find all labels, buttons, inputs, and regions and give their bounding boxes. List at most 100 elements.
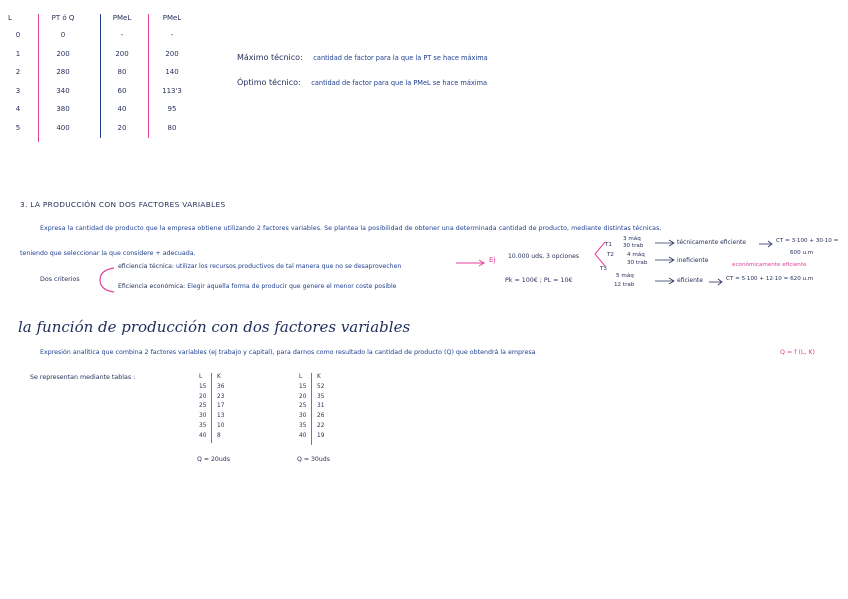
cell-k: 22 <box>317 422 325 429</box>
table-q30: L 15 20 25 30 35 40 K 52 35 31 26 22 19 <box>297 373 337 463</box>
cell-k: 36 <box>217 383 225 390</box>
table-col-k: K 36 23 17 13 10 8 <box>217 373 224 442</box>
arrow-icon <box>759 240 773 248</box>
cell-l: 5 <box>15 123 21 132</box>
cell-pt: 400 <box>56 123 70 132</box>
section-heading: 3. LA PRODUCCIÓN CON DOS FACTORES VARIAB… <box>20 200 226 209</box>
col-header-pt: PT ó Q <box>51 14 75 22</box>
col-header-l: L <box>299 374 303 380</box>
expr-text: Expresión analítica que combina 2 factor… <box>40 349 536 356</box>
maximo-tecnico: Máximo técnico: cantidad de factor para … <box>237 53 488 62</box>
cell-pmel2: 200 <box>165 49 179 58</box>
col-header-pmel2: PMeL <box>162 14 182 22</box>
cell-l: 30 <box>199 413 207 420</box>
tecnica-text: utilizar los recursos productivos de tal… <box>175 263 402 270</box>
cell-pmel: 80 <box>117 68 127 77</box>
table-divider <box>100 14 102 138</box>
cell-k: 19 <box>317 432 325 439</box>
t3: T3 <box>600 266 607 272</box>
formula: Q = f (L, K) <box>780 349 816 356</box>
cell-pmel2: - <box>170 31 174 39</box>
table-q30-label: Q = 30uds <box>297 456 330 463</box>
cell-pt: 340 <box>56 86 70 95</box>
cell-k: 23 <box>217 393 225 400</box>
cell-l: 3 <box>15 86 21 95</box>
cell-pt: 200 <box>56 49 70 58</box>
cell-k: 35 <box>317 393 325 400</box>
t1-bottom: 30 trab <box>623 243 644 249</box>
col-header-l: L <box>199 374 203 380</box>
cell-l: 15 <box>299 383 307 390</box>
table-divider <box>211 373 213 443</box>
res2b: económicamente eficiente <box>732 262 807 268</box>
cell-k: 13 <box>217 413 225 420</box>
cell-l: 30 <box>299 413 307 420</box>
cell-pmel2: 95 <box>167 105 177 114</box>
optimo-tecnico: Óptimo técnico: cantidad de factor para … <box>237 78 487 87</box>
table-q20: L 15 20 25 30 35 40 K 36 23 17 13 10 8 <box>197 373 237 463</box>
tables-label: Se representan mediante tablas : <box>30 374 136 381</box>
funcion-title: la función de producción con dos factore… <box>18 318 411 336</box>
arrows-icon <box>655 239 675 285</box>
cell-l: 2 <box>15 68 21 77</box>
table-divider <box>311 373 313 445</box>
cell-l: 4 <box>15 105 21 114</box>
cell-k: 52 <box>317 383 325 390</box>
cell-k: 26 <box>317 413 325 420</box>
tecnica-label: eficiencia técnica: <box>118 263 174 270</box>
maximo-label: Máximo técnico: <box>237 53 303 62</box>
cell-pt: 380 <box>56 105 70 114</box>
maximo-text: cantidad de factor para la que la PT se … <box>313 54 488 62</box>
col-header-k: K <box>217 374 221 380</box>
col-header-pmel: PMeL <box>112 14 132 22</box>
cell-l: 35 <box>299 422 307 429</box>
cell-l: 0 <box>15 31 21 39</box>
table-col-l: L 15 20 25 30 35 40 <box>199 373 206 442</box>
t2: T2 <box>607 252 614 258</box>
t2-bottom: 30 trab <box>627 260 648 266</box>
cell-pmel: - <box>120 31 124 39</box>
eficiencia-economica: Eficiencia económica: Elegir aquella for… <box>118 283 397 290</box>
cell-pmel2: 80 <box>167 123 177 132</box>
res3: eficiente <box>677 277 703 284</box>
example-ej: Ej <box>489 256 496 264</box>
cell-l: 15 <box>199 383 207 390</box>
cell-l: 40 <box>299 432 307 439</box>
table-col-pt: PT ó Q 0 200 280 340 380 400 <box>46 14 80 138</box>
col-header-l: L <box>8 14 12 22</box>
optimo-label: Óptimo técnico: <box>237 78 301 87</box>
cost1: CT = 3·100 + 30·10 = <box>776 238 839 244</box>
table-col-pmel: PMeL - 200 80 60 40 20 <box>108 14 136 138</box>
brace-icon <box>99 267 115 293</box>
cell-pmel: 40 <box>117 105 127 114</box>
cost3: CT = 5·100 + 12·10 = 620 u.m <box>726 276 814 282</box>
t2-top: 4 máq <box>627 252 645 258</box>
cell-k: 8 <box>217 432 221 439</box>
table-divider <box>148 14 150 138</box>
eficiencia-tecnica: eficiencia técnica: utilizar los recurso… <box>118 263 401 270</box>
cell-l: 25 <box>199 403 207 410</box>
t3-top: 5 máq <box>616 273 634 279</box>
cell-pt: 280 <box>56 68 70 77</box>
arrow-icon <box>709 278 723 286</box>
intro-line-2: teniendo que seleccionar la que consider… <box>20 250 196 257</box>
table-col-k: K 52 35 31 26 22 19 <box>317 373 324 442</box>
cost1b: 600 u.m <box>790 250 814 256</box>
t1-top: 3 máq <box>623 236 641 242</box>
cell-pmel2: 140 <box>165 68 179 77</box>
optimo-text: cantidad de factor para que la PMeL se h… <box>311 79 488 87</box>
table-col-pmel2: PMeL - 200 140 113'3 95 80 <box>156 14 188 138</box>
criteria-label: Dos criterios <box>40 276 80 283</box>
cell-l: 1 <box>15 49 21 58</box>
res2: ineficiente <box>677 257 709 264</box>
cell-pmel: 60 <box>117 86 127 95</box>
intro-line-1: Expresa la cantidad de producto que la e… <box>40 225 662 232</box>
table-q20-label: Q = 20uds <box>197 456 230 463</box>
cell-l: 20 <box>299 393 307 400</box>
cell-l: 25 <box>299 403 307 410</box>
cell-pmel2: 113'3 <box>162 86 182 95</box>
cell-pt: 0 <box>60 31 66 39</box>
cell-pmel: 20 <box>117 123 127 132</box>
cell-l: 40 <box>199 432 207 439</box>
